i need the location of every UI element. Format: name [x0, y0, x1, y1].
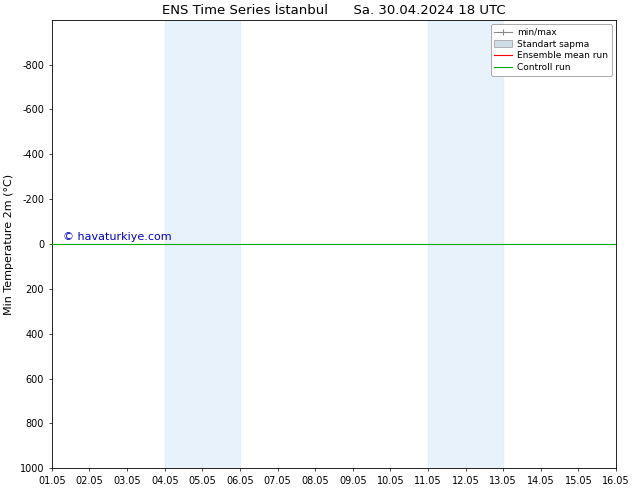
- Legend: min/max, Standart sapma, Ensemble mean run, Controll run: min/max, Standart sapma, Ensemble mean r…: [491, 24, 612, 75]
- Bar: [428, 20, 503, 468]
- Text: © havaturkiye.com: © havaturkiye.com: [63, 232, 172, 242]
- Y-axis label: Min Temperature 2m (°C): Min Temperature 2m (°C): [4, 173, 14, 315]
- Title: ENS Time Series İstanbul      Sa. 30.04.2024 18 UTC: ENS Time Series İstanbul Sa. 30.04.2024 …: [162, 4, 506, 17]
- Bar: [165, 20, 240, 468]
